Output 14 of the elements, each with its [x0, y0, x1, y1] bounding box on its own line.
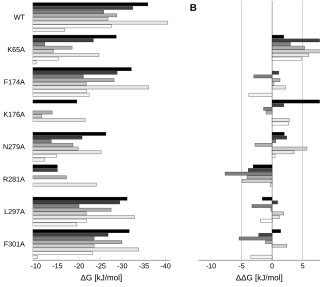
text: B — [190, 4, 196, 11]
bar — [272, 122, 289, 126]
bar — [272, 212, 284, 216]
bar — [272, 50, 320, 54]
bar — [224, 172, 272, 176]
bar — [238, 236, 272, 240]
x-axis-title: ΔΔG [kJ/mol] — [236, 274, 282, 282]
bar — [242, 179, 272, 183]
x-axis-title: ΔG [kJ/mol] — [80, 274, 122, 282]
bar — [272, 136, 287, 140]
bar — [272, 86, 286, 90]
bar — [272, 118, 290, 122]
bar — [266, 110, 272, 114]
bar — [248, 92, 272, 96]
